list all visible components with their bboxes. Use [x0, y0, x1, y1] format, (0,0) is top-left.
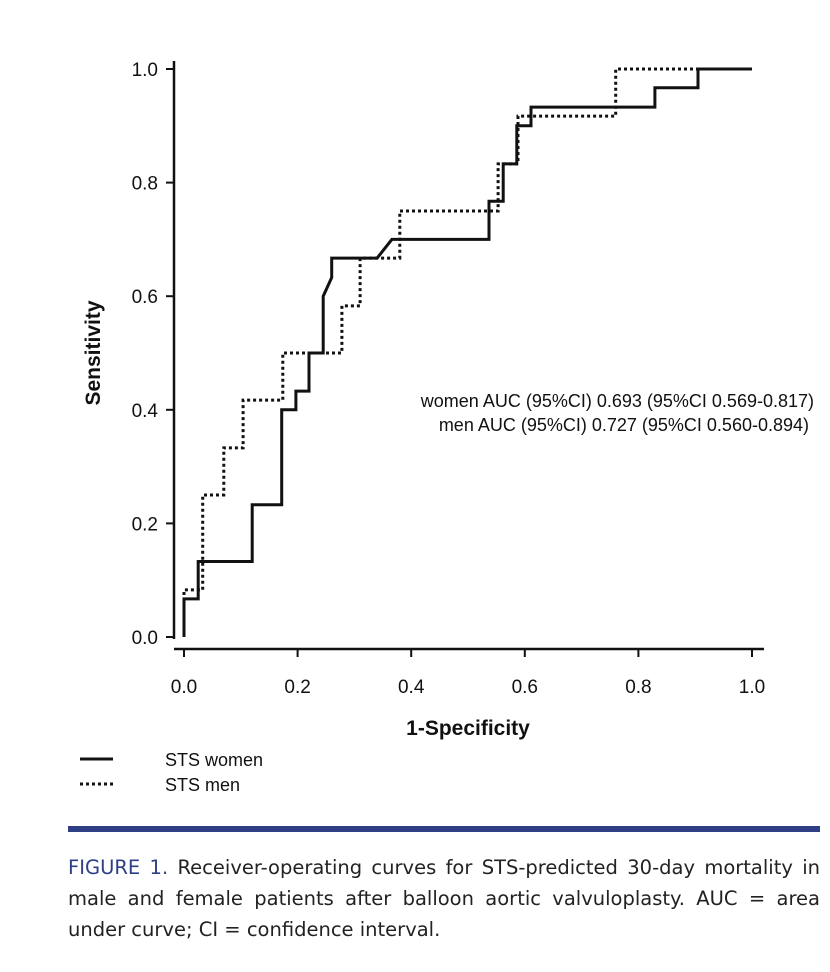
legend: STS women STS men [80, 750, 263, 795]
y-tick-label: 0.8 [132, 174, 158, 195]
legend-men: STS men [165, 775, 240, 795]
x-axis-label: 1-Specificity [406, 717, 530, 740]
roc-chart: 0.0 0.2 0.4 0.6 0.8 1.0 0.0 0.2 0.4 0.6 0.8 1.0 1-S… [80, 60, 814, 795]
x-tick-label: 0.8 [625, 677, 651, 698]
y-axis-label: Sensitivity [82, 300, 105, 405]
figure-caption: FIGURE 1. Receiver-operating curves for … [68, 852, 820, 945]
series-line-sts-men [182, 67, 698, 637]
y-tick-label: 0.6 [132, 287, 158, 308]
y-tick-label: 1.0 [132, 60, 158, 81]
legend-women: STS women [165, 750, 263, 770]
caption-text: Receiver-operating curves for STS-predic… [68, 856, 820, 941]
x-tick-label: 0.6 [512, 677, 538, 698]
men-auc-annotation: men AUC (95%CI) 0.727 (95%CI 0.560-0.894… [439, 415, 809, 435]
figure-label: FIGURE 1. [68, 856, 169, 879]
x-tick-label: 0.4 [398, 677, 425, 698]
x-tick-label: 1.0 [739, 677, 765, 698]
women-auc-annotation: women AUC (95%CI) 0.693 (95%CI 0.569-0.8… [420, 391, 814, 411]
y-tick-label: 0.2 [132, 514, 158, 535]
y-tick-label: 0.0 [132, 628, 158, 649]
axes: 0.0 0.2 0.4 0.6 0.8 1.0 0.0 0.2 0.4 0.6 0.8 1.0 [132, 60, 766, 698]
x-tick-label: 0.0 [171, 677, 197, 698]
x-tick-label: 0.2 [284, 677, 310, 698]
caption-divider [68, 826, 820, 832]
y-tick-label: 0.4 [132, 401, 159, 422]
series-line-sts-women [182, 67, 752, 637]
series-lines [182, 67, 752, 637]
